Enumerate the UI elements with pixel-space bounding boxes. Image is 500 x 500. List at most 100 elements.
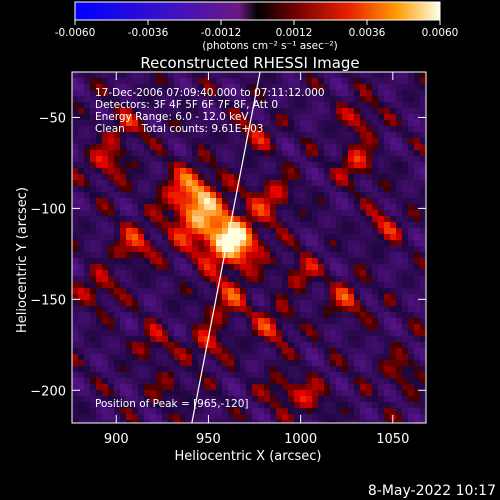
heatmap-cell: [330, 114, 337, 121]
heatmap-cell: [162, 360, 169, 367]
heatmap-cell: [72, 306, 79, 313]
heatmap-cell: [276, 72, 283, 79]
heatmap-cell: [324, 84, 331, 91]
heatmap-cell: [90, 330, 97, 337]
heatmap-cell: [300, 114, 307, 121]
heatmap-cell: [306, 282, 313, 289]
heatmap-cell: [180, 282, 187, 289]
heatmap-cell: [354, 372, 361, 379]
heatmap-cell: [294, 300, 301, 307]
heatmap-cell: [378, 144, 385, 151]
heatmap-cell: [264, 240, 271, 247]
heatmap-cell: [420, 222, 426, 229]
heatmap-cell: [342, 342, 349, 349]
heatmap-cell: [372, 378, 379, 385]
heatmap-cell: [402, 420, 409, 423]
heatmap-cell: [84, 354, 91, 361]
heatmap-cell: [252, 180, 259, 187]
heatmap-cell: [336, 342, 343, 349]
heatmap-cell: [420, 312, 426, 319]
heatmap-cell: [120, 174, 127, 181]
heatmap-cell: [114, 186, 121, 193]
heatmap-cell: [174, 90, 181, 97]
heatmap-cell: [192, 240, 199, 247]
heatmap-cell: [138, 306, 145, 313]
heatmap-cell: [246, 168, 253, 175]
heatmap-cell: [228, 240, 235, 247]
heatmap-cell: [384, 408, 391, 415]
heatmap-cell: [378, 294, 385, 301]
heatmap-cell: [366, 168, 373, 175]
heatmap-cell: [336, 72, 343, 79]
heatmap-cell: [222, 162, 229, 169]
heatmap-cell: [120, 378, 127, 385]
heatmap-cell: [414, 186, 421, 193]
heatmap-cell: [72, 108, 79, 115]
heatmap-cell: [228, 96, 235, 103]
heatmap-cell: [414, 216, 421, 223]
heatmap-cell: [372, 132, 379, 139]
heatmap-cell: [84, 264, 91, 271]
heatmap-cell: [108, 84, 115, 91]
heatmap-cell: [294, 174, 301, 181]
heatmap-cell: [252, 282, 259, 289]
heatmap-cell: [282, 168, 289, 175]
heatmap-cell: [390, 84, 397, 91]
heatmap-cell: [342, 198, 349, 205]
heatmap-cell: [180, 258, 187, 265]
heatmap-cell: [240, 84, 247, 91]
heatmap-cell: [156, 192, 163, 199]
x-tick-label: 1000: [284, 432, 317, 447]
heatmap-cell: [396, 306, 403, 313]
heatmap-cell: [300, 240, 307, 247]
heatmap-cell: [360, 108, 367, 115]
heatmap-cell: [336, 246, 343, 253]
colorbar-tick-label: -0.0060: [55, 27, 96, 39]
heatmap-cell: [228, 348, 235, 355]
heatmap-cell: [276, 114, 283, 121]
heatmap-cell: [168, 276, 175, 283]
heatmap-cell: [78, 90, 85, 97]
heatmap-cell: [384, 330, 391, 337]
heatmap-cell: [390, 312, 397, 319]
heatmap-cell: [138, 168, 145, 175]
heatmap-cell: [120, 126, 127, 133]
heatmap-cell: [222, 102, 229, 109]
heatmap-cell: [72, 216, 79, 223]
heatmap-cell: [396, 186, 403, 193]
heatmap-cell: [120, 408, 127, 415]
heatmap-cell: [414, 264, 421, 271]
heatmap-cell: [252, 246, 259, 253]
heatmap-cell: [246, 228, 253, 235]
heatmap-cell: [144, 192, 151, 199]
heatmap-cell: [342, 288, 349, 295]
heatmap-cell: [210, 288, 217, 295]
heatmap-cell: [222, 198, 229, 205]
heatmap-cell: [102, 240, 109, 247]
heatmap-cell: [282, 240, 289, 247]
heatmap-cell: [312, 78, 319, 85]
heatmap-cell: [414, 312, 421, 319]
heatmap-cell: [246, 258, 253, 265]
heatmap-cell: [210, 306, 217, 313]
heatmap-cell: [396, 378, 403, 385]
heatmap-cell: [330, 324, 337, 331]
heatmap-cell: [90, 138, 97, 145]
heatmap-cell: [114, 168, 121, 175]
heatmap-cell: [192, 312, 199, 319]
heatmap-cell: [78, 264, 85, 271]
heatmap-cell: [222, 318, 229, 325]
heatmap-cell: [198, 90, 205, 97]
heatmap-cell: [300, 282, 307, 289]
heatmap-cell: [264, 174, 271, 181]
heatmap-cell: [138, 114, 145, 121]
heatmap-cell: [366, 150, 373, 157]
heatmap-cell: [216, 156, 223, 163]
heatmap-cell: [258, 126, 265, 133]
heatmap-cell: [108, 138, 115, 145]
heatmap-cell: [300, 306, 307, 313]
heatmap-cell: [78, 384, 85, 391]
heatmap-cell: [174, 294, 181, 301]
heatmap-cell: [324, 72, 331, 79]
heatmap-cell: [342, 156, 349, 163]
